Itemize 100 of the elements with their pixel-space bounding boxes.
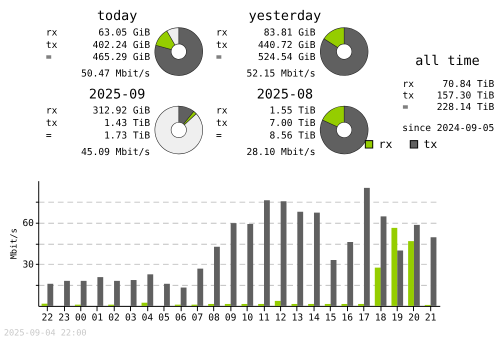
bar <box>97 277 104 306</box>
text: = <box>46 52 52 64</box>
text: 28.10 Mbit/s <box>246 146 316 158</box>
text: rx <box>46 27 58 38</box>
donut-slice <box>154 27 203 76</box>
bar <box>430 237 436 306</box>
bar <box>414 224 420 306</box>
x-tick-label: 14 <box>308 312 320 324</box>
x-tick-label: 01 <box>92 312 104 324</box>
x-tick-label: 10 <box>242 312 254 324</box>
bar <box>80 280 87 306</box>
x-tick-label: 19 <box>392 312 404 324</box>
donut-slice <box>154 106 203 154</box>
text: tx <box>216 40 228 51</box>
text: rx <box>402 78 414 90</box>
x-tick-label: 12 <box>274 312 286 324</box>
text: 83.81 GiB <box>264 27 316 38</box>
bar <box>64 280 70 306</box>
bar <box>364 188 370 306</box>
text: rx <box>216 27 228 38</box>
x-tick-label: 21 <box>424 312 437 324</box>
text: 7.00 TiB <box>270 118 316 130</box>
bar <box>230 223 237 306</box>
x-tick-label: 18 <box>374 312 387 324</box>
bar <box>147 274 154 306</box>
bar <box>374 268 381 306</box>
bar <box>391 228 398 306</box>
text: all time <box>415 54 480 69</box>
x-tick-label: 22 <box>42 312 54 324</box>
text: tx <box>402 90 414 102</box>
x-tick-label: 06 <box>174 312 187 324</box>
legend-label: tx <box>424 137 438 152</box>
chart-title: today <box>96 9 138 24</box>
x-tick-label: 23 <box>58 312 70 324</box>
chart-title: 2025-09 <box>88 87 146 102</box>
text: 402.24 GiB <box>92 40 150 51</box>
donut-slice <box>320 27 368 76</box>
text: 45.09 Mbit/s <box>81 146 150 158</box>
bar <box>142 302 148 306</box>
bar <box>114 280 120 306</box>
bar <box>164 284 170 306</box>
text: tx <box>46 40 58 51</box>
text: tx <box>46 118 58 130</box>
bar <box>408 241 414 306</box>
text: = <box>402 102 408 113</box>
x-tick-label: 16 <box>342 312 354 324</box>
bar <box>47 284 54 306</box>
x-tick-label: 13 <box>292 312 304 324</box>
x-tick-label: 05 <box>158 312 170 324</box>
legend-label: rx <box>378 137 392 152</box>
x-tick-label: 17 <box>358 312 370 324</box>
bar <box>314 212 320 306</box>
bar <box>197 268 204 306</box>
x-tick-label: 20 <box>408 312 420 324</box>
text: since 2024-09-05 <box>402 122 494 134</box>
x-tick-label: 02 <box>108 312 120 324</box>
x-tick-label: 00 <box>74 312 87 324</box>
bar <box>347 242 354 306</box>
donut-slice <box>320 106 368 154</box>
text: 228.14 TiB <box>436 102 495 113</box>
bar <box>130 280 137 306</box>
text: = <box>216 130 222 142</box>
bar <box>297 212 304 306</box>
x-tick-label: 04 <box>142 312 154 324</box>
text: 1.73 TiB <box>104 130 150 142</box>
y-axis-title: Mbit/s <box>10 228 20 260</box>
text: 465.29 GiB <box>92 52 150 64</box>
text: 312.92 GiB <box>92 106 150 117</box>
x-tick-label: 08 <box>208 312 220 324</box>
bar <box>330 260 336 306</box>
bar <box>280 201 286 306</box>
bar <box>397 250 404 306</box>
x-tick-label: 15 <box>324 312 336 324</box>
bar <box>180 288 187 306</box>
bar <box>380 216 386 306</box>
text: rx <box>46 106 58 117</box>
text: rx <box>216 106 228 117</box>
text: 52.15 Mbit/s <box>246 68 316 80</box>
x-tick-label: 07 <box>192 312 204 324</box>
y-tick-label: 60 <box>22 218 34 229</box>
text: 1.43 TiB <box>104 118 150 130</box>
chart-title: 2025-08 <box>256 87 314 102</box>
text: = <box>46 130 52 142</box>
text: 8.56 TiB <box>270 130 316 142</box>
x-tick-label: 09 <box>224 312 237 324</box>
text: 70.84 TiB <box>442 78 495 90</box>
text: 524.54 GiB <box>258 52 316 64</box>
bar <box>264 200 270 306</box>
text: 1.55 TiB <box>270 106 316 117</box>
text: 50.47 Mbit/s <box>81 68 150 80</box>
text: tx <box>216 118 228 130</box>
x-tick-label: 11 <box>258 312 270 324</box>
chart-title: yesterday <box>248 9 322 24</box>
bar <box>214 246 220 306</box>
text: 157.30 TiB <box>436 90 495 102</box>
text: = <box>216 52 222 64</box>
bar <box>274 300 281 306</box>
x-tick-label: 03 <box>124 312 137 324</box>
text: 440.72 GiB <box>258 40 316 51</box>
bar <box>247 224 254 306</box>
